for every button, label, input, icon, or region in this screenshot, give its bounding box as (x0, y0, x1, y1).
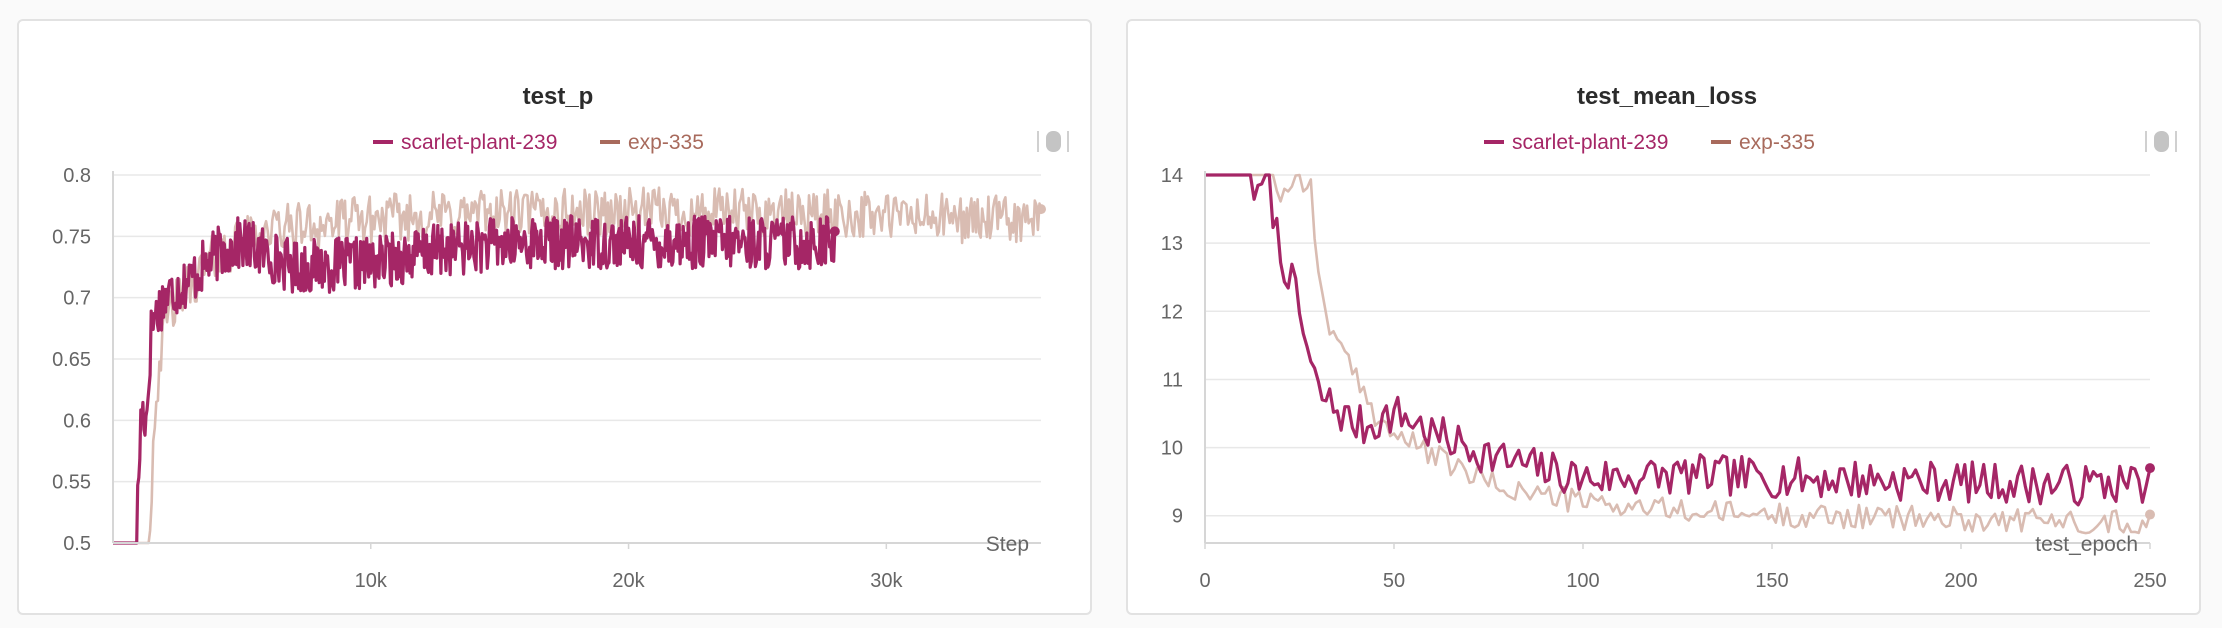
y-tick-label: 0.55 (52, 472, 91, 494)
series-endpoint-exp-335 (2145, 509, 2155, 520)
x-tick-label: 100 (1566, 570, 1599, 592)
y-tick-label: 13 (1161, 233, 1183, 255)
y-axis-ticks: 0.5 0.55 0.6 0.65 0.7 0.75 0.8 (52, 165, 91, 555)
series-endpoint-exp-335 (1036, 204, 1046, 215)
x-tick-label: 10k (355, 570, 388, 592)
panel-menu-button[interactable] (1037, 131, 1069, 152)
x-axis-ticks: 0 50 100 150 200 250 (1199, 543, 2167, 592)
series-lines (112, 186, 1046, 545)
series-endpoint-scarlet-plant-239 (2145, 463, 2155, 474)
series-line-scarlet-plant-239[interactable] (112, 214, 837, 545)
legend-label-scarlet-plant-239[interactable]: scarlet-plant-239 (1512, 131, 1668, 154)
y-axis-ticks: 9 10 11 12 13 14 (1161, 165, 1183, 528)
y-tick-label: 0.8 (63, 165, 91, 187)
y-tick-label: 0.75 (52, 226, 91, 248)
legend-label-scarlet-plant-239[interactable]: scarlet-plant-239 (401, 131, 557, 154)
y-tick-label: 0.65 (52, 349, 91, 371)
gridlines (1205, 174, 2150, 517)
legend: scarlet-plant-239 exp-335 (373, 131, 704, 154)
chart-title: test_p (523, 83, 594, 110)
y-tick-label: 9 (1172, 506, 1183, 528)
x-tick-label: 250 (2133, 570, 2166, 592)
series-line-exp-335[interactable] (1205, 173, 2152, 535)
y-tick-label: 0.7 (63, 288, 91, 310)
x-axis-label: Step (986, 533, 1029, 556)
chart-panel-test-p: test_p scarlet-plant-239 exp-335 0.5 0.55… (17, 19, 1092, 615)
x-axis-label: test_epoch (2035, 533, 2138, 556)
axes (1204, 171, 2150, 544)
x-tick-label: 200 (1944, 570, 1977, 592)
series-endpoint-scarlet-plant-239 (829, 226, 840, 237)
chart-panel-test-mean-loss: test_mean_loss scarlet-plant-239 exp-335… (1126, 19, 2201, 615)
y-tick-label: 10 (1161, 438, 1183, 460)
y-tick-label: 0.6 (63, 410, 91, 432)
series-line-exp-335[interactable] (113, 186, 1043, 545)
y-tick-label: 0.5 (63, 533, 91, 555)
menu-handle-icon (2154, 131, 2169, 152)
line-chart-test-mean-loss: test_mean_loss scarlet-plant-239 exp-335… (1161, 83, 2177, 592)
x-axis-ticks: 10k 20k 30k (355, 543, 903, 592)
y-tick-label: 14 (1161, 165, 1183, 187)
legend-label-exp-335[interactable]: exp-335 (1739, 131, 1815, 154)
x-tick-label: 0 (1199, 570, 1210, 592)
series-line-scarlet-plant-239[interactable] (1205, 173, 2152, 507)
menu-handle-icon (1046, 131, 1061, 152)
y-tick-label: 12 (1161, 301, 1183, 323)
x-tick-label: 50 (1383, 570, 1405, 592)
x-tick-label: 150 (1755, 570, 1788, 592)
panel-menu-button[interactable] (2145, 131, 2177, 152)
line-chart-test-p: test_p scarlet-plant-239 exp-335 0.5 0.55… (52, 83, 1069, 592)
x-tick-label: 20k (612, 570, 645, 592)
x-tick-label: 30k (870, 570, 903, 592)
legend-label-exp-335[interactable]: exp-335 (628, 131, 704, 154)
chart-title: test_mean_loss (1577, 83, 1757, 110)
legend: scarlet-plant-239 exp-335 (1484, 131, 1815, 154)
series-lines (1205, 173, 2155, 535)
y-tick-label: 11 (1162, 369, 1183, 391)
